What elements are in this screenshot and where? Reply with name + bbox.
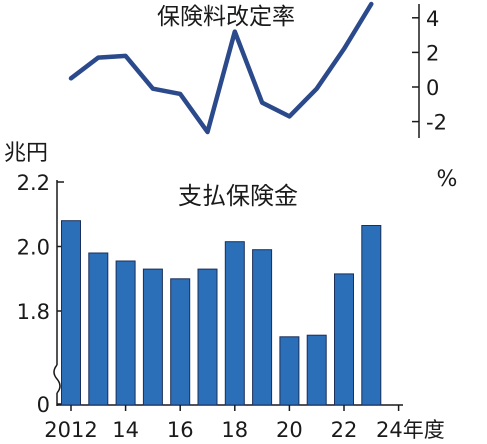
bar-2021 [306,334,327,406]
bar-y-tick-label: 0 [37,393,50,417]
bar-x-ticks: 2012 14 16 18 20 22 24年度 [44,405,445,442]
bar-x-tick-label: 14 [112,418,139,442]
bar-2023 [361,225,382,406]
line-y-ticks: 4 2 0 -2 [412,7,447,135]
bar-x-tick-label: 20 [276,418,303,442]
bar-2022 [334,273,354,406]
bar-y-tick-label: 1.8 [17,300,50,324]
line-series [68,1,374,135]
bar-x-tick-label: 22 [331,418,358,442]
line-chart-title: 保険料改定率 [157,4,295,30]
bar-2012 [61,220,81,406]
line-chart: 保険料改定率 4 2 0 -2 % [68,1,458,192]
bar-y-tick-label: 2.2 [17,171,50,195]
bar-x-tick-label: 2012 [44,418,97,442]
line-y-tick-label: 0 [426,76,439,100]
line-y-tick-label: -2 [426,111,447,135]
bar-2015 [142,268,163,406]
bar-2014 [115,260,136,406]
bar-x-tick-label: 24年度 [376,418,445,442]
bar-x-tick-label: 16 [167,418,194,442]
bar-x-tick-label: 18 [221,418,248,442]
bar-y-tick-label: 2.0 [17,236,50,260]
bar-2019 [252,249,273,406]
line-y-tick-label: 4 [426,7,439,31]
line-unit-label: % [437,167,458,192]
bar-chart: 兆円 支払保険金 2.2 2.0 1.8 0 2012 14 16 18 20 22 24年度 [4,141,445,442]
bar-2020 [279,336,300,406]
bar-2017 [197,268,218,406]
line-y-tick-label: 2 [426,41,439,65]
bar-y-ticks: 2.2 2.0 1.8 0 [17,171,64,417]
bar-2018 [224,241,245,406]
axis-break-mark [53,364,61,394]
bar-2013 [88,252,109,406]
bars [61,220,382,406]
bar-chart-title: 支払保険金 [178,182,298,210]
bar-2016 [170,278,191,406]
bar-unit-label: 兆円 [4,141,48,166]
